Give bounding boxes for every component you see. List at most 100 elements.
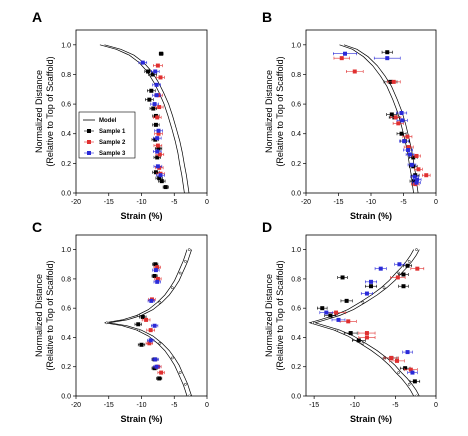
legend-label: Sample 1 (99, 129, 126, 135)
plot-area (308, 248, 425, 396)
data-point (356, 338, 361, 343)
y-tick-label: 0.0 (291, 394, 301, 401)
y-tick-label: 0.6 (291, 306, 301, 313)
y-axis-label-line2: (Relative to Top of Scaffold) (275, 260, 285, 370)
model-point (158, 341, 162, 345)
data-point (156, 146, 161, 151)
model-point (178, 371, 182, 374)
data-point (157, 105, 162, 110)
model-point (137, 328, 141, 332)
data-point (154, 93, 159, 98)
plot-area (99, 44, 190, 193)
data-point (153, 69, 158, 74)
data-point (157, 176, 162, 181)
model-line (104, 249, 188, 396)
data-point (385, 56, 390, 61)
x-tick-label: -10 (366, 199, 376, 206)
model-line (339, 44, 414, 193)
panel-D: D -15 -10 -5 0 0.0 0.2 0.4 0.6 0.8 1.0 Strain (%) No… (262, 219, 438, 424)
legend-swatch (87, 151, 91, 155)
data-point (346, 319, 351, 324)
data-point (140, 60, 145, 65)
data-point (364, 331, 369, 336)
data-point (364, 291, 369, 296)
model-line (343, 44, 419, 193)
plot-area (104, 248, 192, 396)
x-axis-label: Strain (%) (120, 211, 162, 221)
data-point (415, 266, 420, 271)
model-line (314, 249, 420, 396)
data-point (410, 370, 415, 375)
data-point (414, 180, 419, 185)
model-point (184, 382, 187, 386)
data-point (147, 97, 152, 102)
data-point (348, 331, 353, 336)
data-point (136, 322, 141, 327)
data-point (401, 284, 406, 289)
model-point (170, 286, 174, 290)
data-point (412, 174, 417, 179)
y-tick-label: 1.0 (291, 247, 301, 254)
x-axis-label: Strain (%) (350, 211, 392, 221)
model-point (311, 321, 314, 325)
model-point (415, 394, 418, 396)
data-point (155, 63, 160, 68)
x-tick-label: -10 (136, 402, 146, 409)
data-point (153, 122, 158, 127)
data-point (369, 279, 373, 284)
y-tick-label: 0.8 (61, 276, 71, 283)
data-point (340, 275, 345, 280)
data-point (405, 350, 410, 355)
panel-B: B -20 -15 -10 -5 0 0.0 0.2 0.4 0.6 0.8 1.0 Strain (%… (262, 9, 438, 221)
y-axis-label-line1: Normalized Distance (264, 274, 274, 357)
y-axis-label-line2: (Relative to Top of Scaffold) (45, 56, 55, 166)
data-point (153, 170, 158, 175)
y-tick-label: 0.4 (291, 131, 301, 138)
data-point (155, 155, 160, 160)
data-point (146, 69, 151, 74)
x-tick-label: 0 (205, 402, 209, 409)
data-point (336, 317, 341, 322)
y-tick-label: 0.4 (291, 335, 301, 342)
data-point (328, 313, 333, 318)
data-point (155, 115, 160, 120)
data-point (395, 275, 400, 280)
y-tick-label: 0.0 (61, 191, 71, 198)
data-point (155, 276, 160, 281)
data-point (150, 72, 155, 77)
x-tick-label: -15 (333, 199, 343, 206)
data-point (411, 155, 416, 160)
x-tick-label: 0 (434, 402, 438, 409)
data-point (155, 164, 160, 169)
data-point (411, 179, 416, 184)
y-tick-label: 0.0 (291, 191, 301, 198)
data-point (378, 266, 383, 271)
data-point (339, 56, 344, 61)
model-point (361, 341, 365, 345)
data-point (153, 268, 158, 273)
data-point (400, 118, 405, 123)
panel-label: D (262, 219, 272, 235)
x-axis-label: Strain (%) (350, 414, 392, 424)
y-tick-label: 0.0 (61, 394, 71, 401)
data-point (158, 75, 163, 80)
plot-area (332, 44, 431, 193)
model-point (407, 382, 411, 386)
data-point (153, 262, 158, 267)
x-tick-label: -10 (136, 199, 146, 206)
data-point (140, 314, 145, 319)
data-point (320, 306, 325, 311)
x-tick-label: -20 (71, 402, 81, 409)
y-axis-label-line1: Normalized Distance (34, 274, 44, 357)
y-tick-label: 0.2 (61, 364, 71, 371)
model-point (178, 271, 182, 275)
model-point (415, 248, 418, 251)
model-point (158, 300, 162, 304)
data-point (389, 355, 394, 360)
panel-C: C -20 -15 -10 -5 0 0.0 0.2 0.4 0.6 0.8 1.0 Strain (%… (32, 219, 209, 424)
data-point (149, 88, 154, 93)
data-point (159, 179, 164, 184)
data-point (399, 131, 404, 136)
data-point (156, 131, 161, 136)
